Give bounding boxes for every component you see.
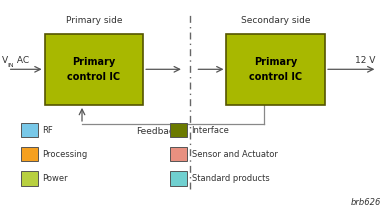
Text: Primary
control IC: Primary control IC xyxy=(67,57,120,82)
Text: Standard products: Standard products xyxy=(192,174,269,183)
Text: RF: RF xyxy=(43,126,53,135)
Bar xyxy=(226,34,325,105)
Text: Secondary side: Secondary side xyxy=(241,16,310,25)
Bar xyxy=(170,147,187,161)
Text: Processing: Processing xyxy=(43,150,88,159)
Text: IN: IN xyxy=(7,63,14,68)
Text: AC: AC xyxy=(14,56,29,65)
Text: 12 V: 12 V xyxy=(355,56,375,65)
Text: Primary side: Primary side xyxy=(66,16,122,25)
Bar xyxy=(21,171,38,186)
Text: brb626: brb626 xyxy=(351,198,381,207)
Bar xyxy=(170,123,187,137)
Text: Primary
control IC: Primary control IC xyxy=(249,57,302,82)
Text: V: V xyxy=(2,56,8,65)
Text: Power: Power xyxy=(43,174,68,183)
Bar xyxy=(45,34,143,105)
Text: Feedback: Feedback xyxy=(136,127,179,136)
Text: Sensor and Actuator: Sensor and Actuator xyxy=(192,150,277,159)
Bar xyxy=(21,123,38,137)
Bar xyxy=(170,171,187,186)
Text: Interface: Interface xyxy=(192,126,229,135)
Bar xyxy=(21,147,38,161)
